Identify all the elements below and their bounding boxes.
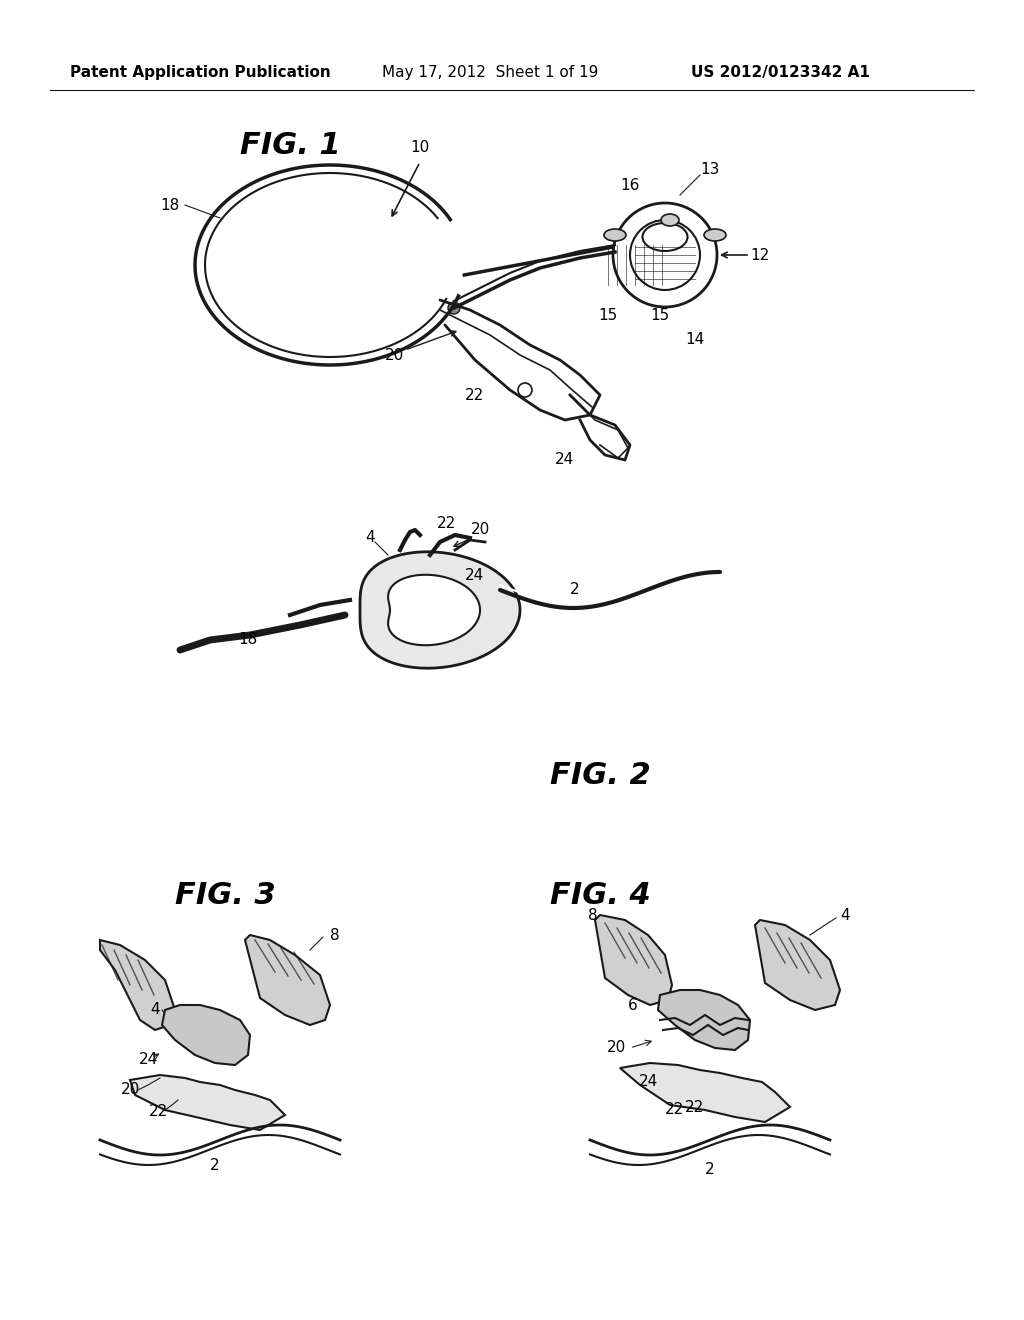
Text: 4: 4	[840, 908, 850, 923]
Text: 13: 13	[700, 162, 720, 177]
Polygon shape	[595, 915, 672, 1005]
Text: FIG. 4: FIG. 4	[550, 880, 650, 909]
Text: 22: 22	[465, 388, 484, 403]
Text: FIG. 3: FIG. 3	[175, 880, 275, 909]
Text: 24: 24	[465, 568, 484, 582]
Text: 20: 20	[470, 523, 489, 537]
Text: 18: 18	[161, 198, 179, 213]
Text: 10: 10	[411, 140, 430, 156]
Text: Patent Application Publication: Patent Application Publication	[70, 66, 331, 81]
Text: 18: 18	[239, 632, 258, 648]
Polygon shape	[388, 574, 480, 645]
Text: FIG. 2: FIG. 2	[550, 760, 650, 789]
Polygon shape	[245, 935, 330, 1026]
Text: 20: 20	[385, 347, 404, 363]
Text: 22: 22	[437, 516, 457, 532]
Text: 24: 24	[638, 1074, 657, 1089]
Text: 22: 22	[148, 1105, 168, 1119]
Text: FIG. 1: FIG. 1	[240, 131, 340, 160]
Polygon shape	[162, 1005, 250, 1065]
Ellipse shape	[705, 228, 726, 242]
Polygon shape	[100, 940, 175, 1030]
Text: May 17, 2012  Sheet 1 of 19: May 17, 2012 Sheet 1 of 19	[382, 66, 598, 81]
Text: 20: 20	[121, 1082, 139, 1097]
Text: 22: 22	[666, 1102, 685, 1118]
Ellipse shape	[662, 214, 679, 226]
Text: 20: 20	[607, 1040, 627, 1056]
Text: 15: 15	[598, 308, 617, 322]
Text: 4: 4	[151, 1002, 160, 1018]
Text: 22: 22	[685, 1101, 705, 1115]
Text: 8: 8	[330, 928, 340, 942]
Text: 16: 16	[621, 177, 640, 193]
Text: 15: 15	[650, 308, 670, 322]
Text: 24: 24	[138, 1052, 158, 1068]
Text: 24: 24	[555, 453, 574, 467]
Polygon shape	[360, 552, 520, 668]
Text: 14: 14	[685, 333, 705, 347]
Text: 8: 8	[588, 908, 598, 923]
Text: 2: 2	[570, 582, 580, 598]
Polygon shape	[130, 1074, 285, 1130]
Text: 6: 6	[628, 998, 638, 1012]
Polygon shape	[620, 1063, 790, 1122]
Polygon shape	[755, 920, 840, 1010]
Circle shape	[449, 302, 460, 314]
Polygon shape	[658, 990, 750, 1049]
Text: 4: 4	[366, 531, 375, 545]
Text: 12: 12	[751, 248, 770, 263]
Text: US 2012/0123342 A1: US 2012/0123342 A1	[690, 66, 869, 81]
Text: 2: 2	[706, 1163, 715, 1177]
Ellipse shape	[604, 228, 626, 242]
Text: 2: 2	[210, 1158, 220, 1172]
